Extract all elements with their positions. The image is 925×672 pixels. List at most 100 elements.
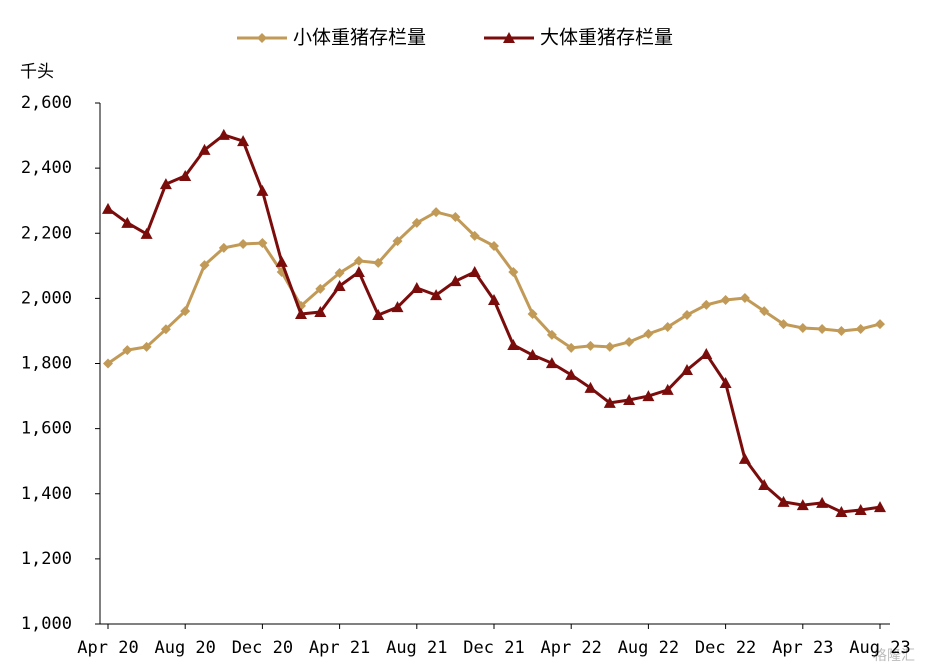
point: [353, 255, 364, 266]
point: [160, 324, 171, 335]
x-tick-label: Apr 23: [772, 638, 833, 658]
point: [777, 495, 790, 507]
point: [817, 323, 828, 334]
point: [468, 265, 481, 277]
y-tick-label: 2,600: [21, 93, 72, 113]
point: [662, 322, 673, 333]
point: [527, 309, 538, 320]
point: [314, 306, 327, 318]
point: [720, 295, 731, 306]
point: [682, 309, 692, 320]
point: [140, 227, 153, 239]
point: [121, 216, 134, 228]
point: [526, 349, 539, 361]
point: [624, 337, 635, 348]
point: [430, 289, 443, 301]
point: [835, 505, 848, 517]
point: [179, 169, 192, 181]
y-tick-label: 1,600: [21, 419, 72, 439]
point: [238, 238, 249, 249]
point: [198, 143, 211, 155]
y-tick-label: 1,400: [21, 484, 72, 504]
point: [180, 306, 191, 317]
point: [508, 266, 519, 277]
point: [816, 496, 829, 508]
point: [585, 340, 596, 351]
point: [122, 345, 133, 356]
point: [739, 293, 750, 304]
watermark: 格隆汇: [873, 648, 915, 664]
point: [701, 299, 712, 310]
point: [217, 128, 230, 140]
point: [256, 184, 269, 196]
point: [159, 178, 172, 190]
point: [373, 257, 384, 268]
point: [603, 396, 616, 408]
point: [778, 319, 789, 330]
point: [875, 319, 885, 330]
point: [738, 452, 751, 464]
point: [566, 342, 577, 353]
point: [333, 280, 346, 292]
point: [411, 217, 422, 228]
x-tick-label: Dec 21: [463, 638, 524, 658]
series-line: [107, 133, 881, 514]
point: [257, 238, 268, 249]
y-tick-label: 2,200: [21, 223, 72, 243]
point: [643, 328, 654, 339]
point: [584, 381, 597, 393]
point: [410, 281, 423, 293]
y-unit: 千头: [20, 62, 54, 82]
x-tick-label: Apr 20: [77, 638, 138, 658]
x-tick-label: Dec 22: [695, 638, 756, 658]
point: [450, 211, 461, 222]
point: [503, 32, 515, 43]
point: [352, 265, 365, 277]
point: [372, 308, 385, 320]
y-tick-label: 2,000: [21, 288, 72, 308]
point: [103, 358, 113, 369]
point: [642, 390, 655, 402]
point: [545, 357, 558, 369]
point: [449, 275, 462, 287]
point: [392, 236, 403, 247]
point: [507, 338, 520, 350]
point: [489, 240, 499, 251]
point: [836, 325, 847, 336]
point: [199, 260, 210, 271]
point: [874, 501, 886, 513]
x-tick-label: Aug 21: [386, 638, 447, 658]
legend-label: 小体重猪存栏量: [293, 27, 426, 49]
point: [257, 33, 267, 43]
point: [661, 383, 674, 395]
point: [237, 135, 250, 147]
x-tick-label: Apr 21: [309, 638, 370, 658]
point: [295, 308, 307, 320]
point: [854, 504, 867, 516]
point: [604, 341, 615, 352]
point: [565, 368, 578, 380]
y-tick-label: 1,800: [21, 354, 72, 374]
x-tick-label: Aug 20: [154, 638, 215, 658]
point: [431, 207, 442, 218]
x-tick-label: Dec 20: [232, 638, 293, 658]
x-tick-label: Apr 22: [540, 638, 601, 658]
x-tick-label: Aug 23: [849, 638, 910, 658]
point: [759, 306, 770, 317]
point: [700, 348, 713, 360]
point: [102, 202, 114, 214]
point: [855, 323, 866, 334]
point: [315, 283, 326, 294]
point: [334, 267, 345, 278]
point: [796, 499, 809, 511]
point: [141, 341, 152, 352]
series-line: [107, 210, 881, 365]
point: [719, 377, 732, 389]
point: [797, 323, 808, 334]
point: [469, 230, 480, 241]
y-tick-label: 1,000: [21, 614, 72, 634]
point: [681, 364, 693, 376]
point: [488, 294, 500, 306]
legend-label: 大体重猪存栏量: [540, 27, 673, 49]
